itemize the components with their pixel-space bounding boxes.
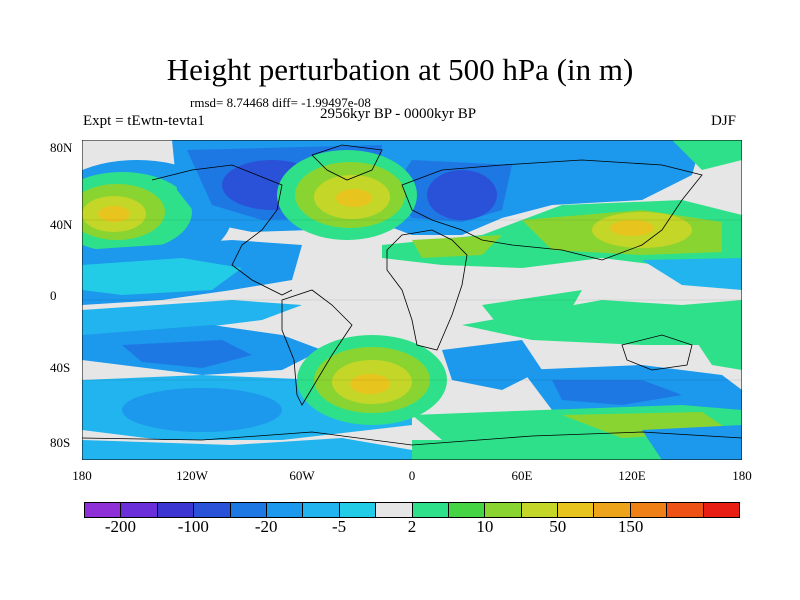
colorbar-swatch [121, 503, 158, 517]
colorbar-swatch [303, 503, 340, 517]
lon-tick-label: 120W [176, 468, 208, 483]
coast-antarctica [82, 431, 742, 446]
colorbar [84, 502, 740, 518]
colorbar-swatch [485, 503, 522, 517]
lat-tick-label: 80N [50, 140, 73, 155]
contour-southern-fields [82, 320, 742, 460]
coast-eurasia [401, 159, 703, 261]
colorbar-swatch [339, 503, 377, 517]
colorbar-label: -5 [332, 517, 347, 536]
map-panel [82, 140, 742, 460]
colorbar-swatch [85, 503, 122, 517]
lon-tick-label: 180 [72, 468, 92, 483]
season-label: DJF [711, 113, 737, 129]
colorbar-swatch [703, 503, 740, 517]
graticule [82, 219, 742, 381]
colorbar-swatch [376, 503, 413, 517]
colorbar-swatch [558, 503, 595, 517]
colorbar-label: 150 [617, 517, 644, 536]
stats-line: rmsd= 8.74468 diff= -1.99497e-08 [190, 95, 371, 110]
colorbar-swatch [667, 503, 704, 517]
lon-tick-label: 60E [511, 468, 533, 483]
lon-tick-label: 60W [289, 468, 315, 483]
contour-asia-band [382, 200, 742, 268]
lon-tick-label: 180 [732, 468, 752, 483]
map-title: Height perturbation at 500 hPa (in m) [166, 52, 634, 87]
colorbar-swatch [448, 503, 486, 517]
period-label: 2956kyr BP - 0000kyr BP [320, 106, 477, 122]
map-canvas [82, 140, 742, 460]
coast-north-america [151, 164, 293, 296]
colorbar-swatch [412, 503, 449, 517]
coast-greenland [311, 144, 383, 181]
lat-tick-label: 40S [50, 360, 71, 375]
colorbar-label: 10 [476, 517, 494, 536]
colorbar-swatch [266, 503, 304, 517]
colorbar-swatch [521, 503, 559, 517]
lat-tick-label: 0 [50, 288, 57, 303]
lat-tick-label: 40N [50, 217, 73, 232]
coast-australia [621, 334, 693, 371]
contour-fields [82, 140, 742, 460]
colorbar-label: 2 [407, 517, 417, 536]
experiment-label: Expt = tEwtn-tevta1 [83, 113, 205, 129]
colorbar-swatch [194, 503, 231, 517]
contour-tropical-band [82, 240, 742, 345]
colorbar-swatch [157, 503, 195, 517]
colorbar-label: -20 [254, 517, 278, 536]
colorbar-swatch [230, 503, 267, 517]
coast-africa [386, 229, 468, 351]
colorbar-swatch [594, 503, 631, 517]
colorbar-label: 50 [549, 517, 567, 536]
colorbar-label: -200 [104, 517, 137, 536]
colorbar-label: -100 [177, 517, 209, 536]
lon-tick-label: 120E [618, 468, 646, 483]
lat-tick-label: 80S [50, 435, 71, 450]
contour-greenland-high [277, 140, 742, 240]
coastlines [82, 144, 742, 446]
lon-tick-label: 0 [408, 468, 416, 483]
coast-south-america [281, 289, 353, 406]
colorbar-swatch [630, 503, 668, 517]
